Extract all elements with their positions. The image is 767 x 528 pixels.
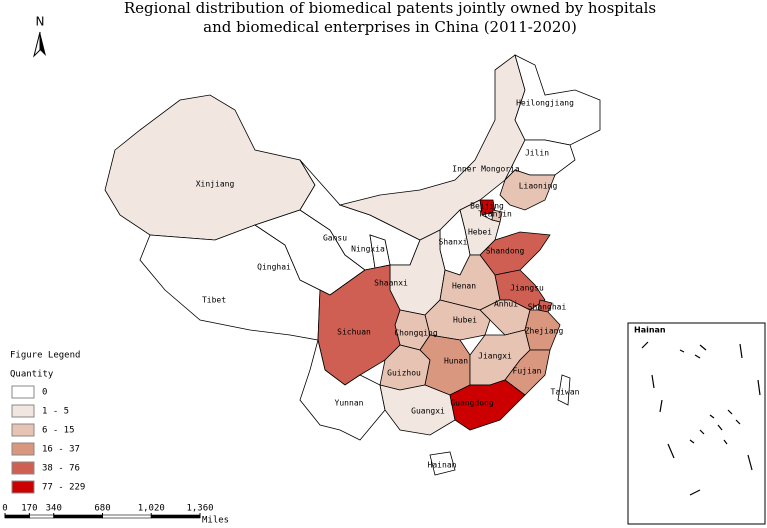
- legend: 0 1 - 5 6 - 15 16 - 37 38 - 76 77 - 229: [11, 385, 85, 494]
- provinces: Xinjiang Tibet Qinghai Gansu Ningxia Inner Mo…: [104, 54, 601, 476]
- scale-segment: [102, 514, 152, 519]
- province-label: Inner Mongoria: [452, 165, 520, 174]
- inset-frame: [627, 322, 766, 525]
- province-label: Liaoning: [519, 182, 558, 191]
- scale-tick-label: 340: [46, 504, 62, 514]
- legend-swatch: [11, 480, 35, 494]
- province-label: Hunan: [444, 357, 468, 366]
- legend-title: Figure Legend: [10, 351, 80, 361]
- legend-swatch: [11, 404, 35, 418]
- province-label: Guangxi: [411, 407, 445, 416]
- north-label: N: [36, 15, 45, 29]
- province-label: Shanghai: [528, 303, 567, 312]
- scale-segment: [4, 514, 30, 519]
- scale-tick-label: 680: [94, 504, 110, 514]
- province-label: Shanxi: [439, 238, 468, 247]
- legend-label: 38 - 76: [42, 464, 80, 474]
- province-label: Qinghai: [257, 263, 291, 272]
- province-label: Gansu: [323, 234, 347, 243]
- province-label: Zhejiang: [525, 327, 564, 336]
- province-label: Jiangsu: [510, 284, 544, 293]
- province-label: Taiwan: [551, 388, 580, 397]
- legend-swatch: [11, 442, 35, 456]
- scale-segment: [53, 514, 103, 519]
- legend-label: 0: [42, 388, 47, 398]
- province-label: Sichuan: [337, 328, 371, 337]
- province-label: Fujian: [513, 367, 542, 376]
- north-arrow: [33, 31, 41, 58]
- legend-subtitle: Quantity: [10, 370, 54, 380]
- province: [499, 169, 556, 211]
- scale-segment: [150, 514, 201, 519]
- inset-title: Hainan: [634, 326, 666, 335]
- province-label: Henan: [452, 282, 476, 291]
- north-arrow: [40, 32, 46, 56]
- province-label: Ningxia: [351, 245, 385, 254]
- map-title: and biomedical enterprises in China (201…: [203, 18, 577, 36]
- province-label: Shaanxi: [374, 279, 408, 288]
- legend-label: 16 - 37: [42, 445, 80, 455]
- province: [429, 451, 456, 476]
- province-label: Beijing: [470, 202, 504, 211]
- province-label: Anhui: [494, 300, 518, 309]
- province-label: Xinjiang: [196, 180, 235, 189]
- inset-islands: [641, 341, 761, 496]
- province-label: Hubei: [453, 316, 477, 325]
- province-label: Yunnan: [335, 399, 364, 408]
- province-label: Jiangxi: [478, 352, 512, 361]
- legend-swatch: [11, 461, 35, 475]
- province-label: Jilin: [525, 149, 549, 158]
- province-label: Hebei: [468, 228, 492, 237]
- province-label: Shandong: [486, 247, 525, 256]
- scale-tick-label: 0: [2, 504, 7, 514]
- province-label: Tibet: [202, 296, 226, 305]
- province-label: Guizhou: [387, 369, 421, 378]
- legend-label: 1 - 5: [42, 407, 69, 417]
- scale-tick-label: 1,020: [138, 504, 165, 514]
- province: [299, 339, 386, 441]
- legend-label: 77 - 229: [42, 483, 85, 493]
- province: [514, 54, 601, 146]
- legend-swatch: [11, 385, 35, 399]
- scale-tick-label: 1,360: [186, 504, 213, 514]
- scale-unit: Miles: [202, 516, 229, 526]
- province: [449, 379, 526, 431]
- province-label: Chongqing: [394, 329, 438, 338]
- scale-segment: [29, 514, 55, 519]
- province-label: Heilongjiang: [516, 99, 574, 108]
- province-label: Guangdong: [450, 399, 494, 408]
- map-title: Regional distribution of biomedical pate…: [124, 0, 656, 17]
- legend-label: 6 - 15: [42, 426, 75, 436]
- scale-bar: 0 170 340 680 1,020 1,360 Miles: [2, 504, 229, 526]
- legend-swatch: [11, 423, 35, 437]
- province-label: Tianjin: [478, 210, 512, 219]
- province-label: Hainan: [428, 461, 457, 470]
- scale-tick-label: 170: [21, 504, 37, 514]
- province: [557, 374, 571, 406]
